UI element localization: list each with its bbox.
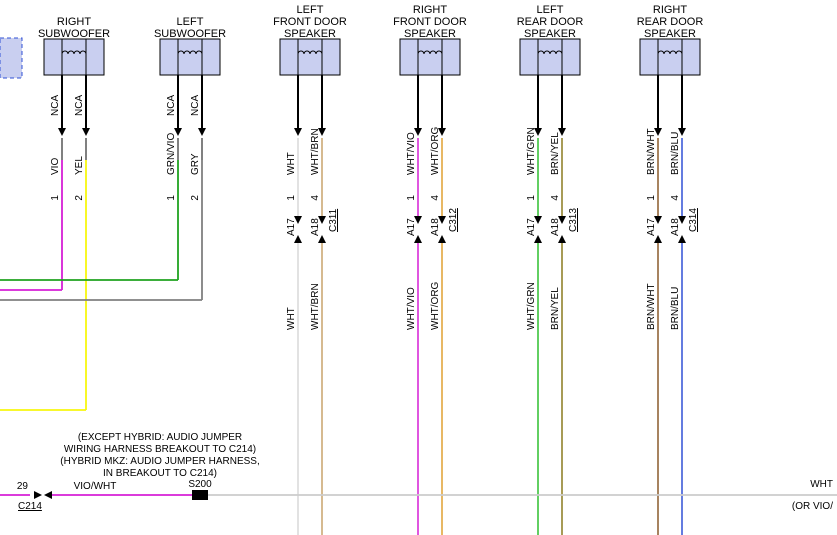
svg-text:RIGHT: RIGHT [57,16,92,28]
svg-text:A17: A17 [286,218,297,236]
svg-text:1: 1 [166,195,177,201]
svg-text:RIGHT: RIGHT [413,4,448,16]
svg-text:C314: C314 [688,208,699,232]
svg-text:(HYBRID MKZ: AUDIO JUMPER HARN: (HYBRID MKZ: AUDIO JUMPER HARNESS, [60,456,259,467]
rrds-body [640,39,700,75]
left_sub-body [160,39,220,75]
svg-text:WHT/VIO: WHT/VIO [406,132,417,175]
svg-text:SUBWOOFER: SUBWOOFER [154,28,226,40]
svg-text:BRN/YEL: BRN/YEL [550,287,561,330]
svg-text:SPEAKER: SPEAKER [644,28,696,40]
svg-text:S200: S200 [188,479,212,490]
svg-text:WHT: WHT [810,479,833,490]
svg-text:A17: A17 [646,218,657,236]
svg-text:A18: A18 [310,218,321,236]
svg-text:A18: A18 [670,218,681,236]
svg-text:1: 1 [50,195,61,201]
svg-text:4: 4 [430,195,441,201]
svg-text:(OR VIO/: (OR VIO/ [792,501,833,512]
svg-text:4: 4 [670,195,681,201]
svg-text:SPEAKER: SPEAKER [404,28,456,40]
svg-text:FRONT DOOR: FRONT DOOR [393,16,467,28]
lfds-body [280,39,340,75]
lrds-body [520,39,580,75]
svg-text:WHT: WHT [286,307,297,330]
svg-text:29: 29 [17,481,29,492]
svg-text:BRN/BLU: BRN/BLU [670,287,681,330]
svg-text:1: 1 [526,195,537,201]
svg-text:NCA: NCA [50,95,61,116]
svg-text:WHT/ORG: WHT/ORG [430,126,441,175]
svg-text:BRN/WHT: BRN/WHT [646,283,657,330]
svg-text:YEL: YEL [74,156,85,175]
svg-text:BRN/WHT: BRN/WHT [646,128,657,175]
svg-text:RIGHT: RIGHT [653,4,688,16]
svg-text:REAR DOOR: REAR DOOR [517,16,584,28]
svg-text:LEFT: LEFT [537,4,564,16]
svg-text:FRONT DOOR: FRONT DOOR [273,16,347,28]
svg-text:A18: A18 [550,218,561,236]
svg-text:NCA: NCA [190,95,201,116]
svg-text:A17: A17 [526,218,537,236]
svg-text:LEFT: LEFT [177,16,204,28]
svg-text:(EXCEPT HYBRID: AUDIO JUMPER: (EXCEPT HYBRID: AUDIO JUMPER [78,432,242,443]
svg-text:1: 1 [406,195,417,201]
svg-text:REAR DOOR: REAR DOOR [637,16,704,28]
svg-text:C313: C313 [568,208,579,232]
svg-text:GRY: GRY [190,153,201,175]
wiring-diagram: RIGHTSUBWOOFERNCANCA12VIOYELLEFTSUBWOOFE… [0,0,837,535]
svg-text:IN BREAKOUT TO C214): IN BREAKOUT TO C214) [103,468,217,479]
right_sub-body [44,39,104,75]
svg-text:WHT: WHT [286,152,297,175]
svg-text:LEFT: LEFT [297,4,324,16]
svg-text:VIO: VIO [50,158,61,175]
svg-text:WHT/BRN: WHT/BRN [310,283,321,330]
svg-text:1: 1 [646,195,657,201]
svg-text:NCA: NCA [74,95,85,116]
svg-text:A17: A17 [406,218,417,236]
svg-text:SPEAKER: SPEAKER [284,28,336,40]
svg-text:WHT/GRN: WHT/GRN [526,282,537,330]
svg-text:WIRING HARNESS BREAKOUT TO C21: WIRING HARNESS BREAKOUT TO C214) [64,444,256,455]
svg-text:NCA: NCA [166,95,177,116]
svg-text:C312: C312 [448,208,459,232]
svg-text:BRN/YEL: BRN/YEL [550,132,561,175]
svg-text:GRN/VIO: GRN/VIO [166,133,177,175]
svg-text:A18: A18 [430,218,441,236]
svg-text:4: 4 [550,195,561,201]
svg-text:C311: C311 [328,208,339,232]
rfds-body [400,39,460,75]
svg-text:C214: C214 [18,501,42,512]
svg-text:1: 1 [286,195,297,201]
svg-text:4: 4 [310,195,321,201]
svg-text:2: 2 [190,195,201,201]
svg-text:WHT/GRN: WHT/GRN [526,127,537,175]
svg-text:BRN/BLU: BRN/BLU [670,132,681,175]
svg-text:SUBWOOFER: SUBWOOFER [38,28,110,40]
svg-text:WHT/VIO: WHT/VIO [406,287,417,330]
svg-text:WHT/ORG: WHT/ORG [430,281,441,330]
svg-text:VIO/WHT: VIO/WHT [74,481,117,492]
svg-text:WHT/BRN: WHT/BRN [310,128,321,175]
svg-text:SPEAKER: SPEAKER [524,28,576,40]
svg-text:2: 2 [74,195,85,201]
